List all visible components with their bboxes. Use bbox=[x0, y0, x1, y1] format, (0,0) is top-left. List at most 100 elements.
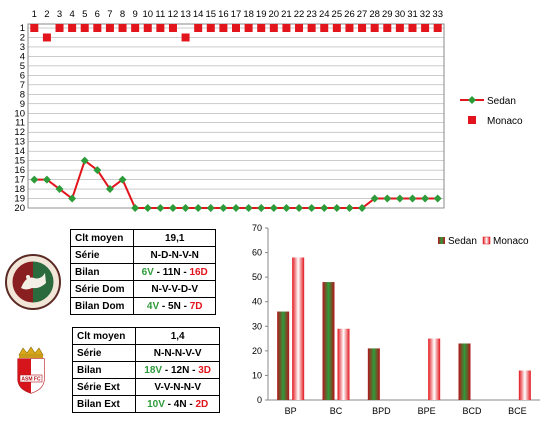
chart-legend: Sedan Monaco bbox=[460, 96, 523, 127]
x-tick-label: 3 bbox=[57, 9, 62, 20]
bar-monaco bbox=[428, 338, 441, 400]
legend-swatch-monaco bbox=[482, 236, 491, 245]
x-tick-label: 20 bbox=[269, 9, 280, 20]
legend-label-monaco: Monaco bbox=[493, 236, 529, 247]
stat-label: Série Dom bbox=[69, 280, 135, 298]
data-point-sedan bbox=[181, 204, 190, 212]
chart-series bbox=[30, 24, 442, 212]
losses-count: 7D bbox=[189, 300, 203, 312]
x-tick-label: BCE bbox=[508, 406, 527, 416]
x-tick-label: 32 bbox=[420, 9, 431, 20]
x-tick-label: 19 bbox=[256, 9, 267, 20]
x-tick-label: 28 bbox=[369, 9, 380, 20]
draws-count: 11N bbox=[162, 266, 181, 278]
data-point-sedan bbox=[332, 204, 341, 212]
x-tick-label: 16 bbox=[218, 9, 229, 20]
data-point-sedan bbox=[168, 204, 177, 212]
monaco-crest-text: ASM FC bbox=[21, 377, 41, 383]
separator: - bbox=[162, 364, 171, 376]
y-tick-label: 1 bbox=[20, 23, 25, 34]
data-point-monaco bbox=[181, 33, 190, 42]
legend-label-monaco: Monaco bbox=[487, 116, 523, 127]
data-point-monaco bbox=[244, 24, 253, 32]
bar-monaco bbox=[337, 328, 350, 400]
stat-label: Bilan Ext bbox=[71, 395, 137, 413]
data-point-sedan bbox=[206, 204, 215, 212]
data-point-monaco bbox=[320, 24, 329, 32]
x-tick-label: BC bbox=[330, 406, 343, 416]
x-tick-label: BCD bbox=[462, 406, 482, 416]
wins-count: 18V bbox=[144, 364, 163, 376]
data-point-sedan bbox=[383, 194, 392, 203]
data-point-sedan bbox=[68, 194, 77, 203]
losses-count: 16D bbox=[189, 266, 208, 278]
y-tick-label: 50 bbox=[252, 272, 262, 282]
sedan-club-crest-icon bbox=[5, 254, 61, 310]
x-tick-label: 23 bbox=[306, 9, 317, 20]
x-tick-label: 2 bbox=[44, 9, 49, 20]
stat-label: Bilan Dom bbox=[69, 297, 135, 315]
wins-count: 4V bbox=[146, 300, 160, 312]
draws-count: 5N bbox=[168, 300, 181, 312]
table-row: Clt moyen 1,4 bbox=[71, 327, 220, 345]
stat-record: 18V - 12N - 3D bbox=[135, 361, 220, 379]
data-point-monaco bbox=[131, 24, 140, 32]
data-point-monaco bbox=[219, 24, 228, 32]
y-tick-label: 3 bbox=[20, 42, 25, 53]
x-tick-label: 29 bbox=[382, 9, 393, 20]
x-tick-label: 25 bbox=[332, 9, 343, 20]
data-point-monaco bbox=[408, 24, 417, 32]
table-row: Série Ext V-V-N-N-V bbox=[71, 378, 220, 396]
y-axis-ticks: 0 10 20 30 40 50 60 70 bbox=[252, 223, 268, 405]
separator: - bbox=[189, 364, 199, 376]
x-tick-label: 22 bbox=[294, 9, 305, 20]
x-tick-label: 31 bbox=[407, 9, 418, 20]
data-point-sedan bbox=[320, 204, 329, 212]
data-point-monaco bbox=[42, 33, 51, 42]
data-point-monaco bbox=[383, 24, 392, 32]
goals-bar-chart: 0 10 20 30 40 50 60 70 BP BC BPD BPE BCD BCE Sedan Mo… bbox=[252, 223, 540, 416]
x-tick-label: 5 bbox=[82, 9, 87, 20]
data-point-monaco bbox=[433, 24, 442, 32]
x-tick-label: 10 bbox=[142, 9, 153, 20]
chart-grid bbox=[27, 23, 445, 209]
stat-value: 19,1 bbox=[133, 229, 216, 247]
data-point-monaco bbox=[93, 24, 102, 32]
stat-label: Clt moyen bbox=[69, 229, 135, 247]
y-tick-label: 8 bbox=[20, 89, 25, 100]
data-point-monaco bbox=[295, 24, 304, 32]
y-tick-label: 5 bbox=[20, 61, 25, 72]
legend-label-sedan: Sedan bbox=[487, 96, 516, 107]
y-tick-label: 20 bbox=[14, 203, 25, 214]
plot-area bbox=[27, 23, 445, 209]
data-point-sedan bbox=[257, 204, 266, 212]
data-point-sedan bbox=[55, 185, 64, 194]
data-point-sedan bbox=[105, 185, 114, 194]
table-row: Bilan 6V - 11N - 16D bbox=[69, 263, 216, 281]
data-point-monaco bbox=[370, 24, 379, 32]
wins-count: 10V bbox=[147, 398, 165, 410]
losses-count: 3D bbox=[198, 364, 212, 376]
bar-monaco bbox=[518, 370, 531, 400]
y-tick-label: 4 bbox=[20, 51, 25, 62]
data-point-monaco bbox=[257, 24, 266, 32]
y-tick-label: 60 bbox=[252, 248, 262, 258]
data-point-sedan bbox=[358, 204, 367, 212]
stat-label: Série bbox=[71, 344, 137, 362]
x-tick-label: 33 bbox=[432, 9, 443, 20]
data-point-monaco bbox=[55, 24, 64, 32]
data-point-sedan bbox=[118, 175, 127, 184]
data-point-sedan bbox=[143, 204, 152, 212]
y-tick-label: 11 bbox=[15, 118, 25, 129]
separator: - bbox=[186, 398, 196, 410]
stat-value: V-V-N-N-V bbox=[135, 378, 220, 396]
data-point-monaco bbox=[105, 24, 114, 32]
table-row: Clt moyen 19,1 bbox=[69, 229, 216, 247]
y-tick-label: 20 bbox=[252, 346, 262, 356]
data-point-sedan bbox=[156, 204, 165, 212]
x-tick-label: 30 bbox=[395, 9, 406, 20]
table-row: Série Dom N-V-V-D-V bbox=[69, 280, 216, 298]
stat-value: N-D-N-V-N bbox=[133, 246, 216, 264]
losses-count: 2D bbox=[195, 398, 209, 410]
y-tick-label: 7 bbox=[20, 80, 25, 91]
